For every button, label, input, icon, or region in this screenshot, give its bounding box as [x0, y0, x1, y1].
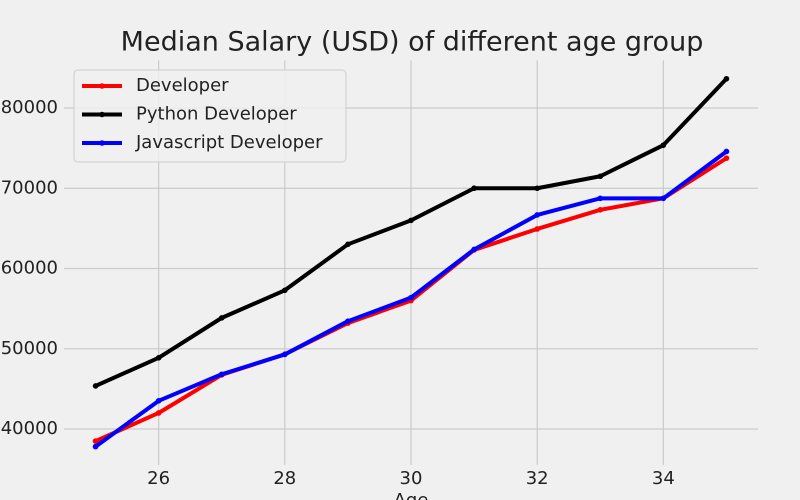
marker: [723, 155, 730, 161]
marker: [534, 212, 540, 218]
x-tick-label: 26: [147, 468, 170, 489]
y-tick-label: 70000: [1, 177, 58, 198]
marker: [345, 318, 351, 324]
y-tick-label: 80000: [1, 97, 58, 118]
marker: [408, 217, 414, 224]
y-tick-label: 60000: [1, 258, 58, 279]
marker: [408, 294, 414, 301]
legend-label: Python Developer: [136, 104, 297, 125]
marker: [92, 443, 99, 450]
legend-marker: [99, 83, 105, 89]
marker: [471, 246, 477, 253]
marker: [282, 287, 288, 294]
marker: [345, 241, 351, 248]
marker: [471, 185, 477, 192]
y-tick-label: 50000: [1, 338, 58, 359]
marker: [597, 206, 604, 213]
x-tick-label: 34: [652, 468, 675, 489]
legend: Developer Python Developer Javascript Deve…: [73, 69, 347, 163]
x-tick-label: 30: [400, 468, 423, 489]
legend-box: [73, 69, 347, 163]
marker: [597, 195, 604, 202]
x-tick-label: 32: [526, 468, 549, 489]
marker: [660, 142, 667, 148]
chart-title: Median Salary (USD) of different age gro…: [121, 27, 704, 58]
marker: [723, 75, 730, 82]
marker: [534, 185, 540, 192]
x-tick-label: 28: [273, 468, 296, 489]
marker: [92, 438, 99, 444]
x-axis-label: Age: [394, 490, 429, 500]
marker: [282, 351, 288, 358]
marker: [597, 173, 604, 180]
marker: [155, 398, 162, 404]
marker: [218, 371, 225, 378]
marker: [92, 383, 99, 389]
legend-label: Javascript Developer: [135, 132, 323, 153]
marker: [534, 226, 540, 232]
legend-marker: [99, 140, 105, 146]
marker: [723, 148, 730, 155]
marker: [218, 315, 225, 321]
legend-marker: [99, 111, 105, 118]
marker: [660, 195, 667, 202]
legend-label: Developer: [136, 75, 229, 96]
marker: [155, 354, 162, 361]
marker: [155, 410, 162, 416]
y-tick-label: 40000: [1, 418, 58, 439]
